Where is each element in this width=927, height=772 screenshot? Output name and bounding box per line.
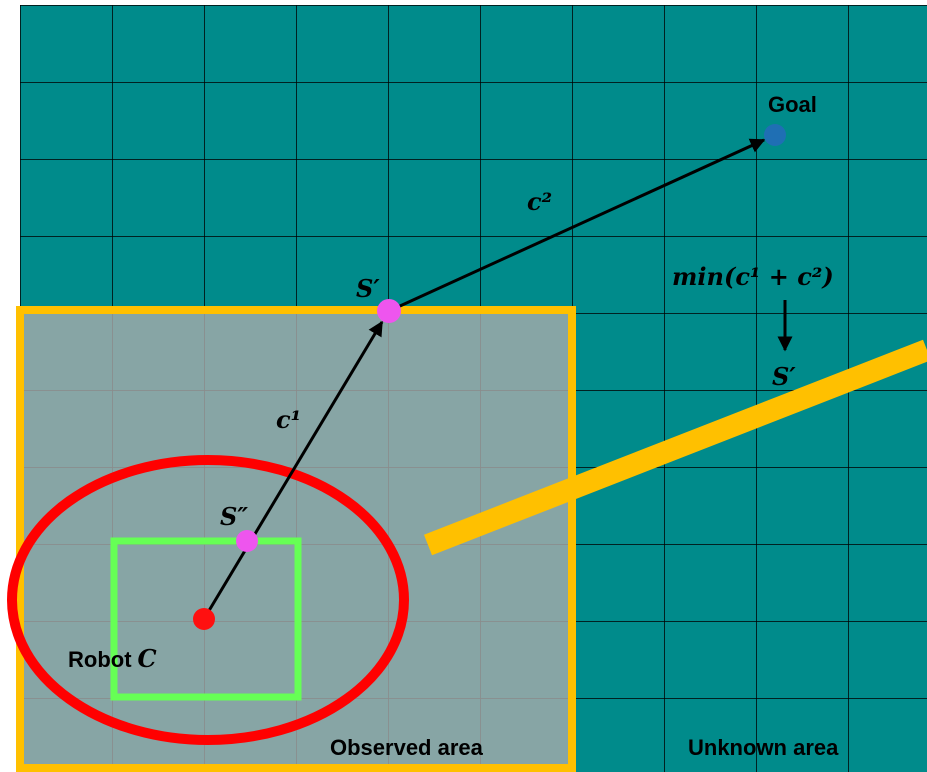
goal-label: Goal <box>768 92 817 117</box>
arrow-c2 <box>388 138 766 313</box>
sensor-range <box>7 455 409 745</box>
s-prime-point <box>377 299 401 323</box>
goal-point <box>764 124 786 146</box>
robot-text: Robot <box>68 647 132 672</box>
robot-point <box>193 608 215 630</box>
arrow-c1 <box>202 320 384 620</box>
s-prime-result: S′ <box>772 362 796 391</box>
robot-var: C <box>138 644 157 673</box>
s-double-prime-label: S″ <box>220 502 248 531</box>
s-double-prime-point <box>236 530 258 552</box>
local-window <box>110 537 302 701</box>
c1-label: c¹ <box>276 405 301 434</box>
robot-label: Robot C <box>68 644 157 673</box>
zoom-connector <box>423 339 927 556</box>
min-label: min(c¹ + c²) <box>672 262 834 291</box>
s-prime-label: S′ <box>356 274 380 303</box>
unknown-label: Unknown area <box>688 735 839 760</box>
observed-label: Observed area <box>330 735 484 760</box>
c2-label: c² <box>527 187 552 216</box>
